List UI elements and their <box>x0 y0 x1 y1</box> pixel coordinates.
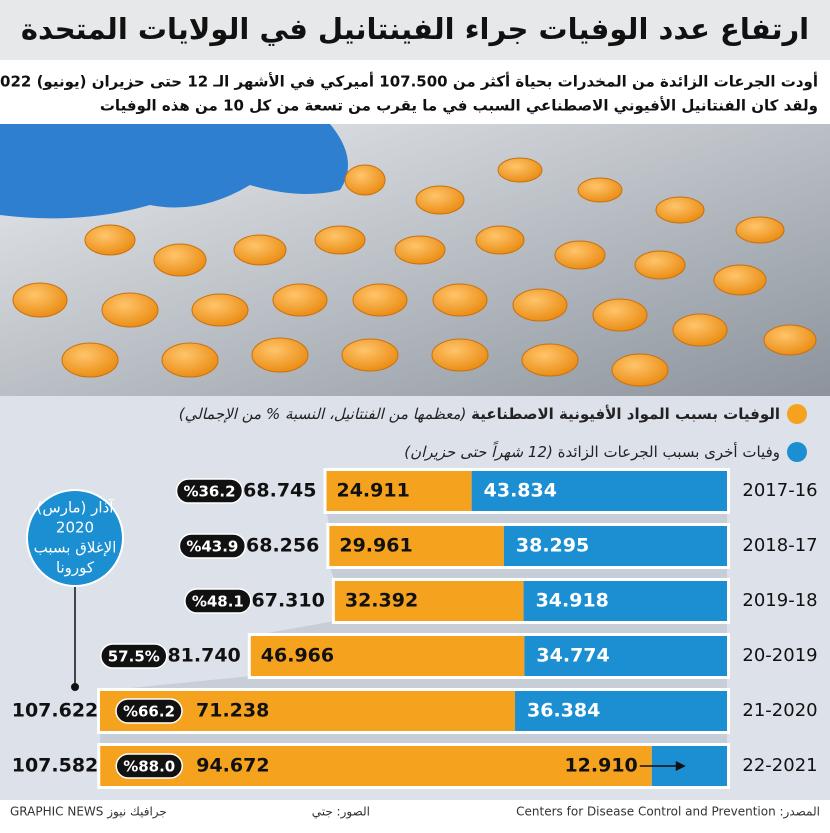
value-label: 46.966 <box>261 645 334 667</box>
category-label: 20-2019 <box>742 645 817 666</box>
connector <box>250 621 727 636</box>
category-label: 21-2020 <box>742 700 817 721</box>
total-label: 68.745 <box>243 480 316 502</box>
value-label: 38.295 <box>516 535 589 557</box>
credit: GRAPHIC NEWS جرافيك نيوز <box>10 805 167 820</box>
bar-segment <box>503 526 727 566</box>
annotation-text: الإغلاق بسبب <box>34 539 117 557</box>
legend-entry: الوفيات بسبب المواد الأفيونية الاصطناعية… <box>179 405 780 423</box>
value-label: 94.672 <box>196 755 269 777</box>
category-label: 2019-18 <box>742 590 817 611</box>
share-pill <box>175 478 244 504</box>
footer-band <box>0 800 830 833</box>
annotation-text: 2020 <box>56 519 94 537</box>
value-label: 32.392 <box>345 590 418 612</box>
bars: 2017-16 43.834 68.745 %36.2 24.911 2018-17 38.… <box>12 468 818 789</box>
total-label: 67.310 <box>252 590 325 612</box>
category-label: 2017-16 <box>742 480 817 501</box>
annotation: آذار (مارس) 2020 الإغلاق بسبب كورونا <box>26 489 124 691</box>
share-label: %48.1 <box>192 593 244 611</box>
legend-swatch <box>787 442 807 462</box>
title-band <box>0 0 830 60</box>
bar-segment <box>523 581 727 621</box>
subtitle: أودت الجرعات الزائدة من المخدرات بحياة أ… <box>0 72 818 91</box>
bar-segment <box>524 636 727 676</box>
value-label: 43.834 <box>484 480 557 502</box>
value-label: 12.910 <box>564 755 637 777</box>
legend-swatch <box>787 404 807 424</box>
value-label: 24.911 <box>336 480 409 502</box>
bar-segment <box>334 581 524 621</box>
value-label: 71.238 <box>196 700 269 722</box>
share-pill <box>100 643 168 669</box>
share-pill <box>115 698 183 724</box>
annotation-text: كورونا <box>56 559 95 577</box>
photo <box>0 124 830 396</box>
connector <box>326 511 727 526</box>
arrow-head <box>675 761 686 771</box>
connector <box>100 676 727 691</box>
legend: الوفيات بسبب المواد الأفيونية الاصطناعية… <box>179 404 807 462</box>
value-label: 34.918 <box>536 590 609 612</box>
annotation-text: آذار (مارس) <box>37 499 115 517</box>
category-label: 22-2021 <box>742 755 817 776</box>
share-label: %88.0 <box>123 758 175 776</box>
share-label: %66.2 <box>123 703 175 721</box>
share-label: 57.5% <box>108 648 160 666</box>
value-label: 29.961 <box>339 535 412 557</box>
bar-segment <box>515 691 727 731</box>
total-label: 107.622 <box>12 700 99 722</box>
connector <box>329 566 727 581</box>
value-label: 34.774 <box>536 645 609 667</box>
total-label: 68.256 <box>246 535 319 557</box>
share-pill <box>178 533 247 559</box>
total-label: 107.582 <box>12 755 99 777</box>
share-label: %36.2 <box>183 483 235 501</box>
category-label: 2018-17 <box>742 535 817 556</box>
bar-segment <box>329 526 504 566</box>
share-label: %43.9 <box>186 538 238 556</box>
legend-entry: وفيات أخرى بسبب الجرعات الزائدة (12 شهرا… <box>404 440 780 460</box>
bar-segment <box>100 746 652 786</box>
total-label: 81.740 <box>167 645 240 667</box>
subtitle: ولقد كان الفنتانيل الأفيوني الاصطناعي ال… <box>100 97 818 115</box>
share-pill <box>115 753 183 779</box>
connector <box>100 731 727 746</box>
share-pill <box>184 588 252 614</box>
photo-credit: الصور: جتي <box>312 805 370 820</box>
bar-segment <box>471 471 727 511</box>
value-label: 36.384 <box>527 700 600 722</box>
bar-segment <box>326 471 472 511</box>
title: ارتفاع عدد الوفيات جراء الفينتانيل في ال… <box>21 12 809 46</box>
source: المصدر: Centers for Disease Control and … <box>516 805 820 820</box>
bar-segment <box>250 636 525 676</box>
